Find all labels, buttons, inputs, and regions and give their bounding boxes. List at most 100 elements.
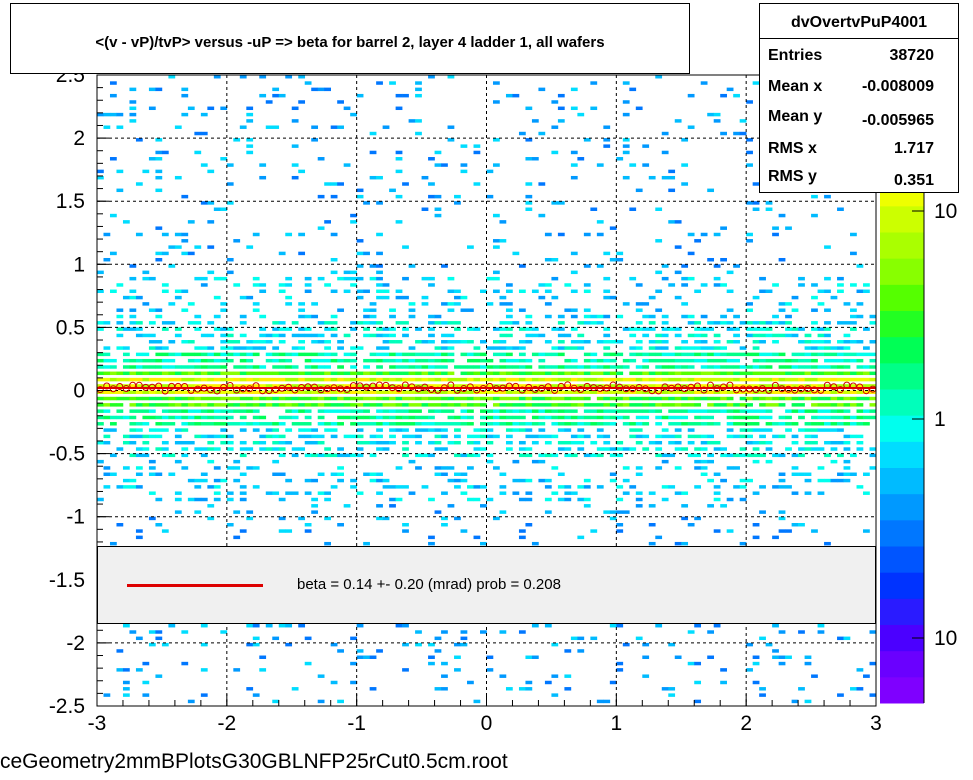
heatmap-cell bbox=[551, 327, 559, 331]
heatmap-cell bbox=[285, 478, 293, 483]
heatmap-cell bbox=[557, 327, 565, 331]
heatmap-cell bbox=[226, 327, 234, 331]
heatmap-cell bbox=[174, 377, 182, 382]
heatmap-cell bbox=[837, 422, 844, 426]
heatmap-cell bbox=[213, 447, 221, 451]
heatmap-cell bbox=[460, 308, 468, 312]
heatmap-cell bbox=[382, 478, 390, 483]
heatmap-cell bbox=[739, 352, 747, 357]
heatmap-cell bbox=[505, 428, 513, 432]
heatmap-cell bbox=[856, 687, 864, 691]
heatmap-cell bbox=[869, 453, 877, 458]
heatmap-cell bbox=[804, 340, 812, 344]
heatmap-cell bbox=[824, 396, 831, 401]
heatmap-cell bbox=[220, 409, 228, 413]
heatmap-cell bbox=[648, 504, 656, 508]
heatmap-cell bbox=[681, 415, 689, 420]
heatmap-cell bbox=[97, 365, 104, 369]
heatmap-cell bbox=[415, 415, 422, 420]
heatmap-cell bbox=[603, 447, 611, 451]
heatmap-cell bbox=[486, 276, 494, 281]
heatmap-cell bbox=[583, 289, 591, 294]
heatmap-cell bbox=[324, 220, 331, 224]
heatmap-cell bbox=[350, 283, 357, 287]
heatmap-cell bbox=[207, 516, 215, 521]
heatmap-cell bbox=[291, 453, 299, 458]
heatmap-cell bbox=[421, 365, 429, 369]
heatmap-cell bbox=[544, 371, 552, 376]
heatmap-cell bbox=[278, 365, 286, 369]
heatmap-cell bbox=[454, 516, 461, 521]
heatmap-cell bbox=[239, 371, 247, 376]
heatmap-cell bbox=[265, 100, 273, 104]
heatmap-cell bbox=[168, 264, 176, 268]
heatmap-cell bbox=[337, 523, 344, 527]
heatmap-cell bbox=[278, 623, 286, 628]
heatmap-cell bbox=[518, 535, 526, 540]
heatmap-cell bbox=[239, 491, 247, 495]
heatmap-cell bbox=[583, 340, 591, 344]
heatmap-cell bbox=[778, 434, 786, 439]
heatmap-cell bbox=[531, 623, 539, 628]
heatmap-cell bbox=[252, 276, 260, 281]
heatmap-cell bbox=[785, 377, 792, 382]
heatmap-cell bbox=[518, 390, 526, 394]
heatmap-cell bbox=[557, 365, 565, 369]
heatmap-cell bbox=[194, 403, 202, 407]
heatmap-cell bbox=[447, 396, 455, 401]
heatmap-cell bbox=[557, 390, 565, 394]
heatmap-cell bbox=[103, 396, 111, 401]
heatmap-cell bbox=[421, 485, 429, 489]
heatmap-cell bbox=[480, 289, 487, 294]
heatmap-cell bbox=[285, 428, 293, 432]
heatmap-cell bbox=[603, 396, 611, 401]
heatmap-cell bbox=[376, 251, 383, 256]
heatmap-cell bbox=[356, 447, 364, 451]
heatmap-cell bbox=[116, 371, 124, 376]
heatmap-cell bbox=[759, 276, 766, 281]
heatmap-cell bbox=[330, 270, 338, 275]
palette-swatch bbox=[880, 284, 924, 311]
heatmap-cell bbox=[590, 636, 598, 641]
heatmap-cell bbox=[395, 497, 403, 502]
heatmap-cell bbox=[434, 390, 442, 394]
heatmap-cell bbox=[486, 194, 494, 199]
heatmap-cell bbox=[830, 346, 838, 350]
profile-point bbox=[317, 386, 325, 394]
heatmap-cell bbox=[505, 377, 513, 382]
heatmap-cell bbox=[499, 327, 507, 331]
heatmap-cell bbox=[356, 239, 364, 243]
heatmap-cell bbox=[590, 321, 598, 325]
heatmap-cell bbox=[648, 358, 656, 363]
heatmap-cell bbox=[116, 125, 124, 129]
heatmap-cell bbox=[492, 396, 500, 401]
heatmap-cell bbox=[733, 327, 740, 331]
heatmap-cell bbox=[97, 327, 104, 331]
x-tick-label: -2 bbox=[217, 712, 236, 735]
heatmap-cell bbox=[804, 422, 812, 426]
heatmap-cell bbox=[551, 295, 559, 300]
heatmap-cell bbox=[642, 302, 650, 306]
heatmap-cell bbox=[564, 346, 572, 350]
heatmap-cell bbox=[402, 245, 409, 249]
heatmap-cell bbox=[655, 453, 663, 458]
heatmap-cell bbox=[454, 403, 461, 407]
heatmap-cell bbox=[363, 415, 370, 420]
heatmap-cell bbox=[311, 333, 319, 338]
heatmap-cell bbox=[200, 642, 208, 647]
heatmap-cell bbox=[460, 169, 468, 174]
heatmap-cell bbox=[577, 333, 585, 338]
heatmap-cell bbox=[681, 283, 689, 287]
heatmap-cell bbox=[317, 276, 325, 281]
heatmap-cell bbox=[317, 434, 325, 439]
heatmap-cell bbox=[642, 365, 650, 369]
heatmap-cell bbox=[135, 409, 143, 413]
heatmap-cell bbox=[434, 371, 442, 376]
heatmap-cell bbox=[596, 409, 604, 413]
heatmap-cell bbox=[239, 422, 247, 426]
heatmap-cell bbox=[467, 384, 474, 388]
heatmap-cell bbox=[824, 245, 831, 249]
heatmap-cell bbox=[622, 415, 630, 420]
stats-histogram-name: dvOvertvPuP4001 bbox=[790, 14, 928, 31]
heatmap-cell bbox=[635, 440, 643, 445]
